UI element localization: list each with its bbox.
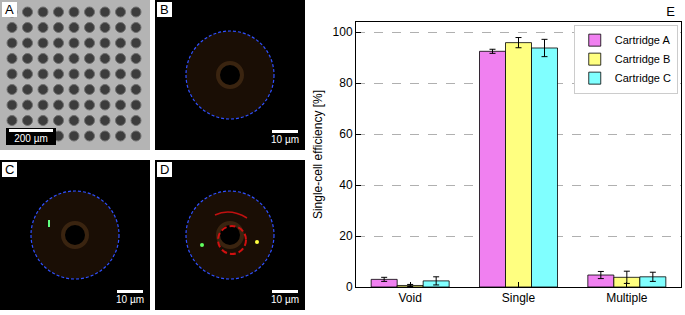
html-text:10 µm: 10 µm	[271, 294, 299, 305]
svg-text:60: 60	[339, 127, 353, 141]
svg-text:Multiple: Multiple	[606, 291, 648, 305]
html-text:10 µm: 10 µm	[116, 294, 144, 305]
html-text:10 µm: 10 µm	[271, 134, 299, 145]
svg-text:Single-cell efficiency [%]: Single-cell efficiency [%]	[311, 90, 325, 219]
html-text:C: C	[5, 162, 15, 177]
svg-text:Cartridge A: Cartridge A	[615, 34, 671, 46]
svg-text:40: 40	[339, 178, 353, 192]
html-text:A: A	[5, 2, 14, 17]
html-text:D: D	[160, 162, 170, 177]
svg-text:Single: Single	[502, 291, 536, 305]
svg-text:80: 80	[339, 76, 353, 90]
html-text:200 µm: 200 µm	[14, 133, 48, 144]
svg-text:Void: Void	[398, 291, 421, 305]
html-text:E: E	[666, 4, 675, 19]
svg-text:Cartridge C: Cartridge C	[615, 72, 671, 84]
svg-text:20: 20	[339, 229, 353, 243]
html-text:B: B	[160, 2, 169, 17]
svg-text:100: 100	[333, 25, 353, 39]
svg-text:Cartridge B: Cartridge B	[615, 53, 671, 65]
svg-text:0: 0	[346, 280, 353, 294]
